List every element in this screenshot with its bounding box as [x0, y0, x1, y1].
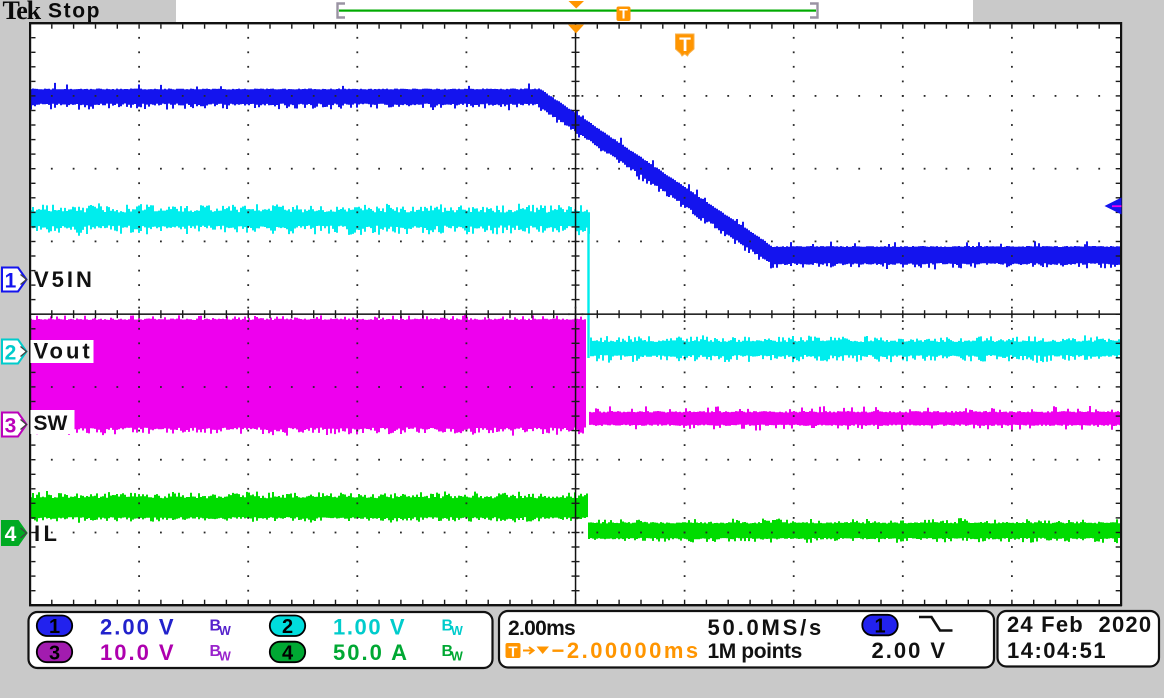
svg-text:1: 1: [874, 616, 885, 638]
svg-text:24 Feb 2020: 24 Feb 2020: [1007, 612, 1152, 637]
svg-text:T: T: [619, 6, 628, 22]
svg-text:3: 3: [49, 642, 60, 664]
svg-text:W: W: [451, 650, 463, 664]
svg-text:W: W: [219, 624, 231, 638]
svg-text:14:04:51: 14:04:51: [1007, 638, 1107, 663]
svg-text:50.0MS/s: 50.0MS/s: [708, 615, 825, 640]
svg-text:W: W: [219, 650, 231, 664]
svg-text:Tek: Tek: [3, 0, 42, 25]
svg-text:Vout: Vout: [34, 339, 93, 364]
svg-text:Stop: Stop: [48, 0, 101, 23]
svg-text:2: 2: [282, 616, 293, 638]
svg-text:3: 3: [5, 415, 17, 438]
svg-text:2.00ms: 2.00ms: [508, 617, 575, 640]
svg-text:B: B: [442, 643, 454, 660]
svg-text:1: 1: [49, 616, 60, 638]
svg-text:1.00 V: 1.00 V: [333, 615, 406, 640]
svg-text:B: B: [210, 618, 222, 635]
svg-text:IL: IL: [34, 521, 60, 546]
svg-text:T: T: [679, 35, 691, 56]
svg-text:T: T: [508, 644, 517, 661]
svg-text:1M points: 1M points: [708, 640, 802, 663]
svg-text:B: B: [210, 643, 222, 660]
svg-text:V5IN: V5IN: [34, 267, 95, 292]
svg-text:1: 1: [5, 270, 17, 293]
svg-text:4: 4: [5, 523, 17, 546]
svg-text:2.00 V: 2.00 V: [872, 638, 948, 663]
svg-text:2: 2: [5, 342, 17, 365]
svg-text:−2.00000ms: −2.00000ms: [552, 638, 701, 663]
svg-text:50.0 A: 50.0 A: [333, 640, 409, 665]
svg-text:2.00 V: 2.00 V: [100, 615, 176, 640]
svg-text:W: W: [451, 624, 463, 638]
svg-text:B: B: [442, 618, 454, 635]
svg-text:10.0 V: 10.0 V: [100, 640, 176, 665]
svg-text:SW: SW: [34, 412, 68, 435]
svg-text:4: 4: [282, 642, 294, 664]
